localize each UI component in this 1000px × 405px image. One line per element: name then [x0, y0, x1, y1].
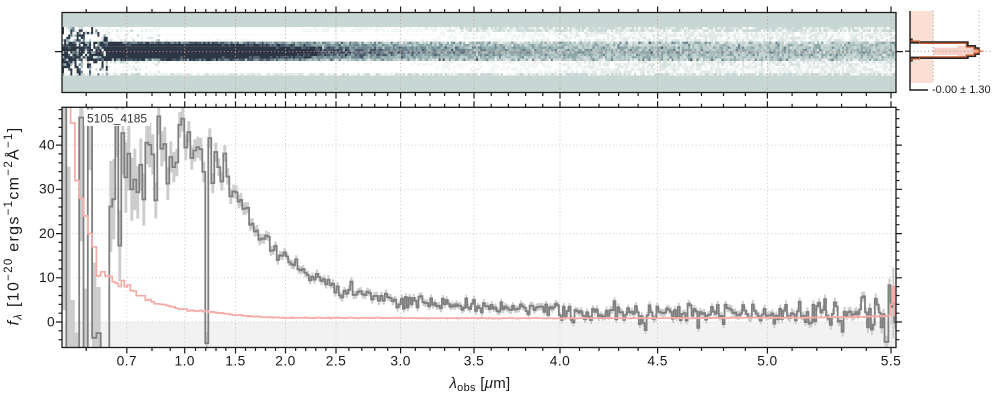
- svg-text:5105_4185: 5105_4185: [87, 112, 147, 126]
- svg-text:2.0: 2.0: [275, 354, 295, 369]
- svg-text:3.5: 3.5: [464, 354, 484, 369]
- svg-text:1.0: 1.0: [175, 354, 195, 369]
- svg-text:0: 0: [47, 314, 55, 329]
- svg-text:4.0: 4.0: [550, 354, 570, 369]
- svg-text:5.5: 5.5: [881, 354, 901, 369]
- svg-text:λobs [μm]: λobs [μm]: [448, 375, 510, 394]
- svg-text:-0.00 ± 1.30: -0.00 ± 1.30: [932, 84, 991, 96]
- svg-text:30: 30: [39, 182, 55, 197]
- svg-text:4.5: 4.5: [647, 354, 667, 369]
- svg-text:40: 40: [39, 137, 55, 152]
- svg-text:5.0: 5.0: [757, 354, 777, 369]
- svg-text:20: 20: [39, 226, 55, 241]
- svg-text:fλ [10−20 ergs−1cm−2Å−1]: fλ [10−20 ergs−1cm−2Å−1]: [3, 127, 25, 326]
- svg-text:10: 10: [39, 270, 55, 285]
- svg-text:0.7: 0.7: [117, 354, 137, 369]
- svg-text:3.0: 3.0: [390, 354, 410, 369]
- svg-text:1.5: 1.5: [225, 354, 245, 369]
- svg-text:2.5: 2.5: [326, 354, 346, 369]
